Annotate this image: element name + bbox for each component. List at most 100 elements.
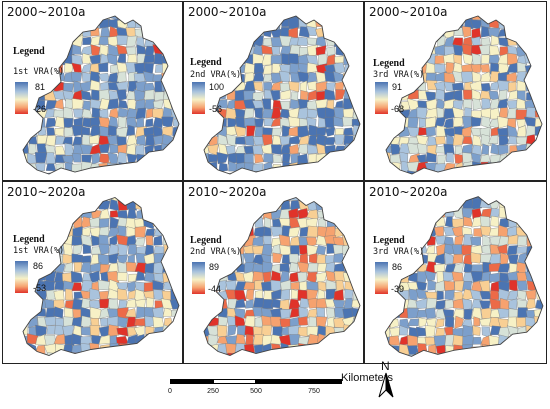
district <box>280 279 292 291</box>
district <box>218 162 228 173</box>
district <box>44 45 55 57</box>
district <box>253 81 264 92</box>
district <box>416 17 428 30</box>
district <box>143 45 155 57</box>
district <box>544 55 547 64</box>
district <box>334 170 345 174</box>
legend-color-ramp <box>192 262 205 294</box>
district <box>425 62 438 74</box>
district <box>461 143 473 154</box>
district <box>55 198 64 212</box>
district <box>453 117 464 128</box>
district <box>125 162 137 172</box>
district <box>152 345 163 354</box>
district <box>545 308 547 318</box>
district <box>63 106 74 120</box>
district <box>217 44 228 56</box>
district <box>535 35 542 47</box>
district <box>427 144 438 156</box>
district <box>297 63 309 74</box>
district <box>54 325 64 337</box>
district <box>134 262 147 274</box>
district <box>26 300 39 310</box>
district <box>480 63 491 73</box>
district <box>342 199 355 210</box>
district <box>170 171 179 174</box>
district <box>227 325 237 337</box>
district <box>279 244 292 256</box>
district <box>489 272 501 283</box>
district <box>71 207 83 220</box>
district <box>335 16 346 21</box>
district <box>82 27 92 38</box>
district <box>162 261 174 274</box>
district <box>71 152 82 163</box>
district <box>45 135 56 147</box>
district <box>171 342 179 355</box>
district <box>509 196 520 200</box>
district <box>106 53 118 66</box>
district <box>463 89 474 100</box>
district <box>152 161 164 173</box>
district <box>234 44 246 57</box>
district <box>415 226 428 238</box>
district <box>533 170 542 174</box>
district <box>324 173 336 174</box>
district <box>443 143 455 155</box>
district <box>298 26 310 38</box>
legend-color-ramp <box>15 82 28 114</box>
district <box>108 298 119 310</box>
district <box>351 234 360 245</box>
district <box>44 316 57 326</box>
district <box>507 171 519 174</box>
district <box>65 288 74 301</box>
district <box>470 252 482 264</box>
district <box>332 207 344 221</box>
district <box>45 17 55 29</box>
district <box>399 325 409 336</box>
district <box>261 244 273 256</box>
district <box>342 116 355 127</box>
district <box>490 34 501 46</box>
district <box>418 45 429 57</box>
district <box>234 54 246 64</box>
legend-max: 91 <box>392 82 403 92</box>
district <box>236 217 247 230</box>
legend-max: 89 <box>209 262 220 272</box>
district <box>44 53 57 64</box>
district <box>351 37 360 47</box>
district <box>117 243 129 257</box>
district <box>204 218 209 229</box>
district <box>297 271 308 284</box>
district <box>435 318 445 329</box>
district <box>508 198 520 211</box>
district <box>526 235 537 247</box>
district <box>29 308 39 319</box>
district <box>99 108 109 119</box>
district-polygons <box>385 196 547 357</box>
district <box>154 334 164 346</box>
legend-title: Legend <box>13 234 45 245</box>
district <box>80 298 92 310</box>
district <box>352 217 360 229</box>
district <box>225 280 237 291</box>
district <box>543 11 547 20</box>
district <box>407 170 420 174</box>
district <box>254 18 265 30</box>
district <box>543 281 547 291</box>
district <box>46 255 56 264</box>
district <box>489 169 500 174</box>
region-map <box>22 196 180 356</box>
district <box>235 35 246 48</box>
district <box>524 172 537 174</box>
district <box>390 27 401 36</box>
district <box>73 108 83 119</box>
district <box>281 352 292 356</box>
district <box>315 16 328 20</box>
district <box>525 107 536 118</box>
district <box>306 144 319 155</box>
district <box>81 63 92 73</box>
district <box>73 262 82 273</box>
district <box>426 297 437 311</box>
district <box>425 27 438 38</box>
